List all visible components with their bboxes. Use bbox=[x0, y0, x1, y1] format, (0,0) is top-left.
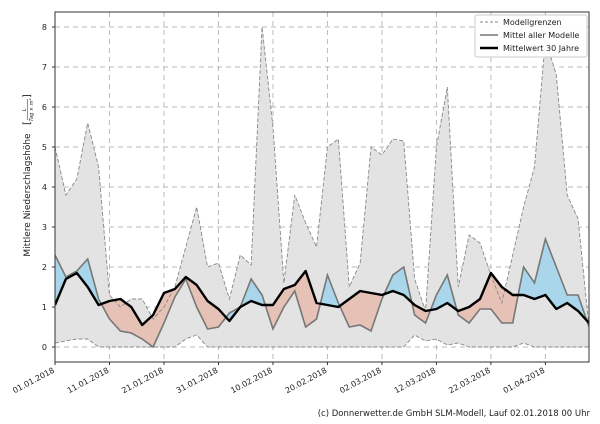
unit-denominator: Tag × m² bbox=[29, 98, 35, 121]
y-tick-label: 4 bbox=[42, 183, 47, 192]
legend: Modellgrenzen Mittel aller Modelle Mitte… bbox=[475, 15, 587, 57]
x-tick-label: 21.01.2018 bbox=[120, 366, 165, 395]
y-tick-label: 3 bbox=[42, 223, 47, 232]
x-tick-label: 20.02.2018 bbox=[284, 366, 329, 395]
y-axis: 0 1 2 3 4 5 6 7 8 bbox=[42, 23, 55, 352]
footer-credit: (c) Donnerwetter.de GmbH SLM-Modell, Lau… bbox=[318, 409, 591, 419]
y-tick-label: 1 bbox=[42, 303, 47, 312]
y-axis-label: Mittlere Niederschlagshöhe [ L Tag × m² … bbox=[22, 94, 35, 257]
x-tick-label: 31.01.2018 bbox=[175, 366, 220, 395]
x-tick-label: 10.02.2018 bbox=[229, 366, 274, 395]
unit-numerator: L bbox=[22, 108, 28, 111]
legend-bounds: Modellgrenzen bbox=[503, 18, 562, 27]
x-tick-label: 02.03.2018 bbox=[338, 366, 383, 395]
legend-model-mean: Mittel aller Modelle bbox=[503, 31, 579, 40]
y-tick-label: 5 bbox=[42, 143, 47, 152]
x-tick-label: 11.01.2018 bbox=[66, 366, 111, 395]
legend-climate-mean: Mittelwert 30 Jahre bbox=[503, 44, 579, 53]
x-tick-label: 22.03.2018 bbox=[447, 366, 492, 395]
bracket-close: ] bbox=[22, 94, 33, 98]
x-tick-label: 01.04.2018 bbox=[502, 366, 547, 395]
y-axis-label-text: Mittlere Niederschlagshöhe bbox=[23, 133, 33, 257]
x-tick-label: 12.03.2018 bbox=[393, 366, 438, 395]
y-tick-label: 8 bbox=[42, 23, 47, 32]
y-tick-label: 7 bbox=[42, 63, 47, 72]
y-tick-label: 0 bbox=[42, 343, 47, 352]
x-axis: 01.01.2018 11.01.2018 21.01.2018 31.01.2018… bbox=[11, 362, 546, 395]
y-tick-label: 2 bbox=[42, 263, 47, 272]
y-tick-label: 6 bbox=[42, 103, 47, 112]
x-tick-label: 01.01.2018 bbox=[11, 366, 56, 395]
